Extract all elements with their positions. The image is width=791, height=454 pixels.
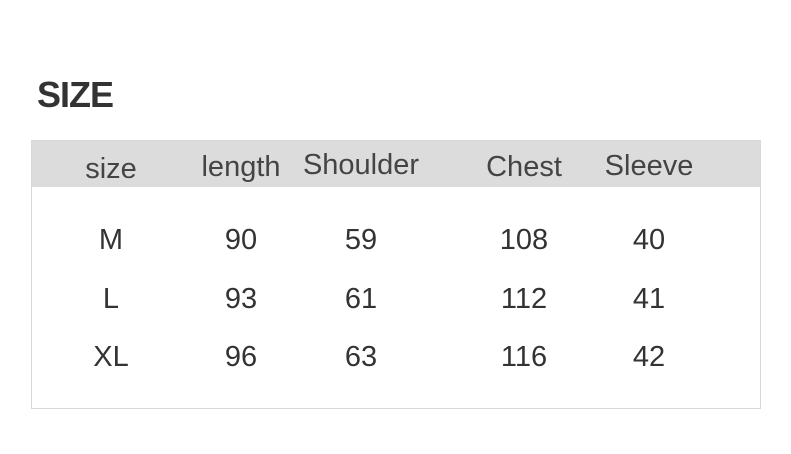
page-title: SIZE (37, 74, 114, 115)
table-header (32, 141, 760, 187)
table-cell: 112 (500, 283, 548, 315)
table-cell: 41 (632, 283, 666, 315)
table-cell: 40 (632, 224, 666, 256)
column-header: Chest (486, 151, 562, 183)
size-table: size length Shoulder Chest Sleeve M 90 59 108 40 L… (31, 140, 761, 409)
table-cell: M (98, 224, 124, 256)
table-cell: 116 (500, 341, 548, 373)
table-cell: XL (93, 341, 129, 373)
table-cell: 61 (344, 283, 378, 315)
table-cell: 108 (499, 224, 549, 256)
table-cell: 63 (344, 341, 378, 373)
table-cell: 93 (224, 283, 258, 315)
table-cell: L (102, 283, 120, 315)
table-cell: 90 (224, 224, 258, 256)
table-cell: 42 (632, 341, 666, 373)
table-cell: 96 (224, 341, 258, 373)
column-header: size (85, 153, 137, 185)
column-header: Shoulder (302, 149, 420, 181)
column-header: Sleeve (604, 150, 694, 182)
table-cell: 59 (344, 224, 378, 256)
column-header: length (201, 151, 281, 183)
